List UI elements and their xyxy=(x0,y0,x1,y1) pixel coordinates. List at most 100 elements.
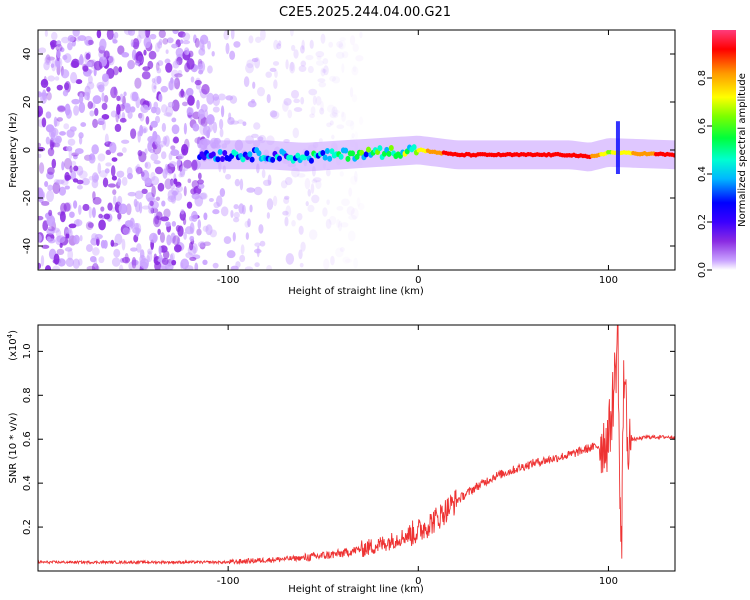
noise-blob xyxy=(124,252,129,263)
tone-segment xyxy=(388,145,394,152)
noise-blob xyxy=(160,151,167,160)
noise-blob xyxy=(180,258,190,270)
noise-blob xyxy=(172,60,180,69)
noise-blob xyxy=(190,76,195,83)
noise-blob xyxy=(205,130,210,139)
noise-blob xyxy=(283,197,290,204)
noise-blob xyxy=(38,153,42,159)
noise-blob xyxy=(191,159,198,171)
noise-blob xyxy=(79,234,83,242)
noise-blob xyxy=(129,217,135,229)
noise-blob xyxy=(153,101,159,110)
noise-blob xyxy=(64,174,72,181)
noise-blob xyxy=(293,107,303,113)
noise-blob xyxy=(137,55,144,63)
noise-blob xyxy=(40,78,49,88)
noise-blob xyxy=(282,210,289,216)
noise-blob xyxy=(307,65,314,74)
noise-blob xyxy=(247,218,251,228)
noise-blob xyxy=(87,222,94,229)
noise-blob xyxy=(172,235,180,246)
noise-blob xyxy=(336,40,344,48)
noise-blob xyxy=(135,96,141,109)
noise-blob xyxy=(116,95,121,102)
noise-blob xyxy=(339,37,347,42)
noise-blob xyxy=(154,166,164,175)
noise-blob xyxy=(352,65,357,73)
noise-blob xyxy=(194,79,202,86)
noise-blob xyxy=(246,187,256,193)
noise-blob xyxy=(331,106,338,118)
noise-blob xyxy=(46,236,51,241)
noise-blob xyxy=(212,121,218,134)
noise-blob xyxy=(255,36,262,43)
noise-blob xyxy=(85,244,93,253)
noise-blob xyxy=(172,136,180,144)
noise-blob xyxy=(308,88,318,96)
noise-blob xyxy=(68,223,77,229)
noise-blob xyxy=(45,124,55,133)
noise-blob xyxy=(167,101,174,108)
noise-blob xyxy=(161,122,167,133)
noise-blob xyxy=(320,67,326,77)
noise-blob xyxy=(56,235,66,243)
noise-blob xyxy=(329,75,337,82)
noise-blob xyxy=(189,241,194,251)
noise-blob xyxy=(64,247,73,252)
noise-blob xyxy=(47,75,56,82)
noise-blob xyxy=(353,257,358,269)
noise-blob xyxy=(289,30,294,37)
noise-blob xyxy=(129,106,136,113)
noise-blob xyxy=(85,39,89,45)
noise-blob xyxy=(206,92,215,105)
noise-blob xyxy=(183,122,187,135)
noise-blob xyxy=(78,132,84,139)
noise-blob xyxy=(266,93,271,104)
noise-blob xyxy=(326,122,332,128)
noise-blob xyxy=(56,248,65,256)
noise-blob xyxy=(212,93,219,101)
noise-blob xyxy=(135,163,141,176)
noise-blob xyxy=(91,144,99,155)
spectrogram-ytick-label: 40 xyxy=(22,48,33,61)
tone-segment xyxy=(343,147,349,154)
noise-blob xyxy=(339,171,344,177)
noise-blob xyxy=(150,120,158,128)
noise-blob xyxy=(103,213,111,220)
noise-blob xyxy=(187,95,195,106)
noise-blob xyxy=(139,124,144,137)
noise-blob xyxy=(158,254,163,262)
noise-blob xyxy=(151,81,157,93)
noise-blob xyxy=(183,138,190,151)
noise-blob xyxy=(86,265,96,270)
noise-blob xyxy=(73,165,79,172)
colorbar-gradient xyxy=(712,30,736,270)
noise-blob xyxy=(308,229,318,240)
noise-blob xyxy=(225,42,230,55)
noise-blob xyxy=(292,127,300,139)
noise-blob xyxy=(269,67,277,72)
noise-blob xyxy=(287,109,293,119)
noise-blob xyxy=(219,118,224,130)
noise-blob xyxy=(116,170,125,178)
noise-blob xyxy=(45,136,50,145)
noise-blob xyxy=(51,59,57,72)
noise-blob xyxy=(328,41,334,48)
noise-blob xyxy=(285,59,289,70)
noise-blob xyxy=(144,177,152,187)
noise-blob xyxy=(349,86,354,98)
noise-blob xyxy=(149,232,158,243)
noise-blob xyxy=(108,55,115,66)
noise-blob xyxy=(134,190,144,200)
noise-blob xyxy=(347,230,356,242)
noise-blob xyxy=(161,257,169,266)
noise-blob xyxy=(38,47,47,54)
noise-blob xyxy=(144,161,152,170)
noise-blob xyxy=(134,52,143,64)
noise-blob xyxy=(143,104,149,111)
figure-title: C2E5.2025.244.04.00.G21 xyxy=(279,5,451,20)
noise-blob xyxy=(121,52,130,58)
noise-blob xyxy=(300,60,307,67)
noise-blob xyxy=(177,225,184,237)
noise-blob xyxy=(69,126,77,132)
